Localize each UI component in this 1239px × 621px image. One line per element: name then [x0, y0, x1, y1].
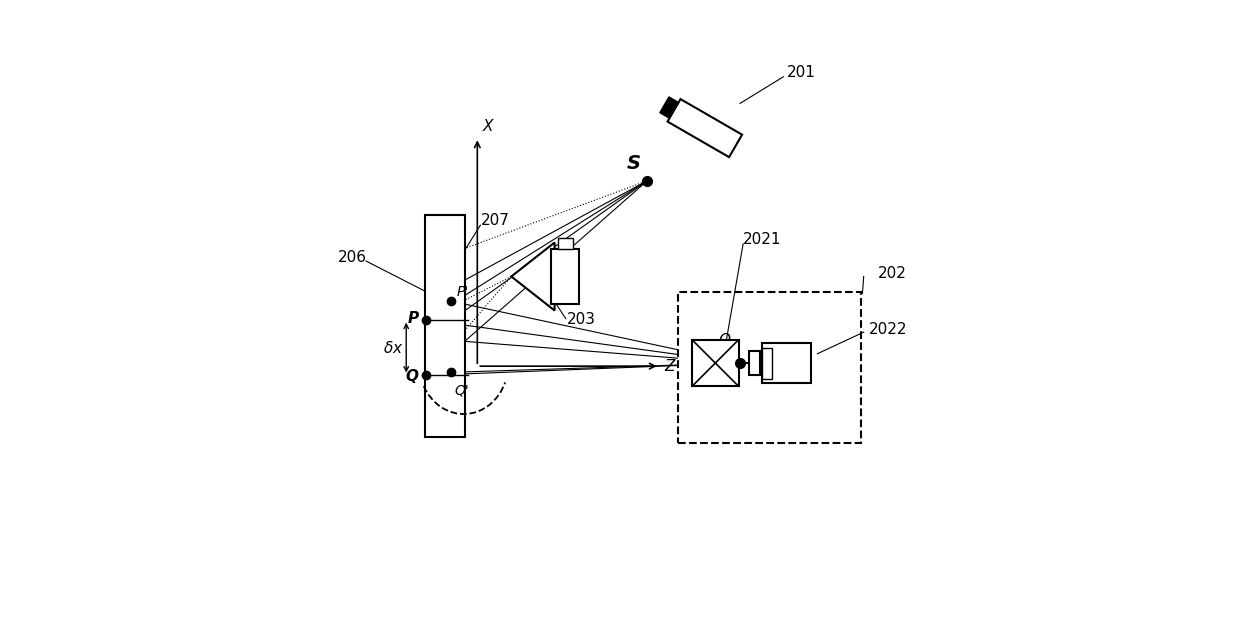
- Text: 2022: 2022: [869, 322, 907, 337]
- Bar: [762, 343, 812, 383]
- Bar: [750, 351, 761, 376]
- Bar: [762, 348, 772, 379]
- Text: X: X: [482, 119, 493, 134]
- Bar: [693, 340, 738, 386]
- Polygon shape: [668, 99, 742, 157]
- Text: Q': Q': [455, 383, 470, 397]
- Bar: [678, 292, 861, 443]
- Bar: [425, 215, 465, 437]
- Text: P': P': [456, 286, 468, 299]
- Polygon shape: [512, 242, 555, 310]
- Text: 201: 201: [787, 65, 815, 80]
- Text: 207: 207: [481, 214, 509, 229]
- Polygon shape: [660, 97, 678, 117]
- Text: 206: 206: [338, 250, 367, 265]
- Text: O: O: [719, 333, 731, 348]
- Text: S: S: [627, 154, 641, 173]
- Text: 2021: 2021: [743, 232, 782, 247]
- Text: P: P: [408, 311, 419, 326]
- Bar: [551, 248, 580, 304]
- Text: 202: 202: [878, 266, 907, 281]
- Text: Z: Z: [664, 359, 675, 374]
- Bar: [558, 238, 574, 248]
- Text: 203: 203: [567, 312, 596, 327]
- Text: Q: Q: [405, 369, 419, 384]
- Text: $\delta x$: $\delta x$: [383, 340, 403, 356]
